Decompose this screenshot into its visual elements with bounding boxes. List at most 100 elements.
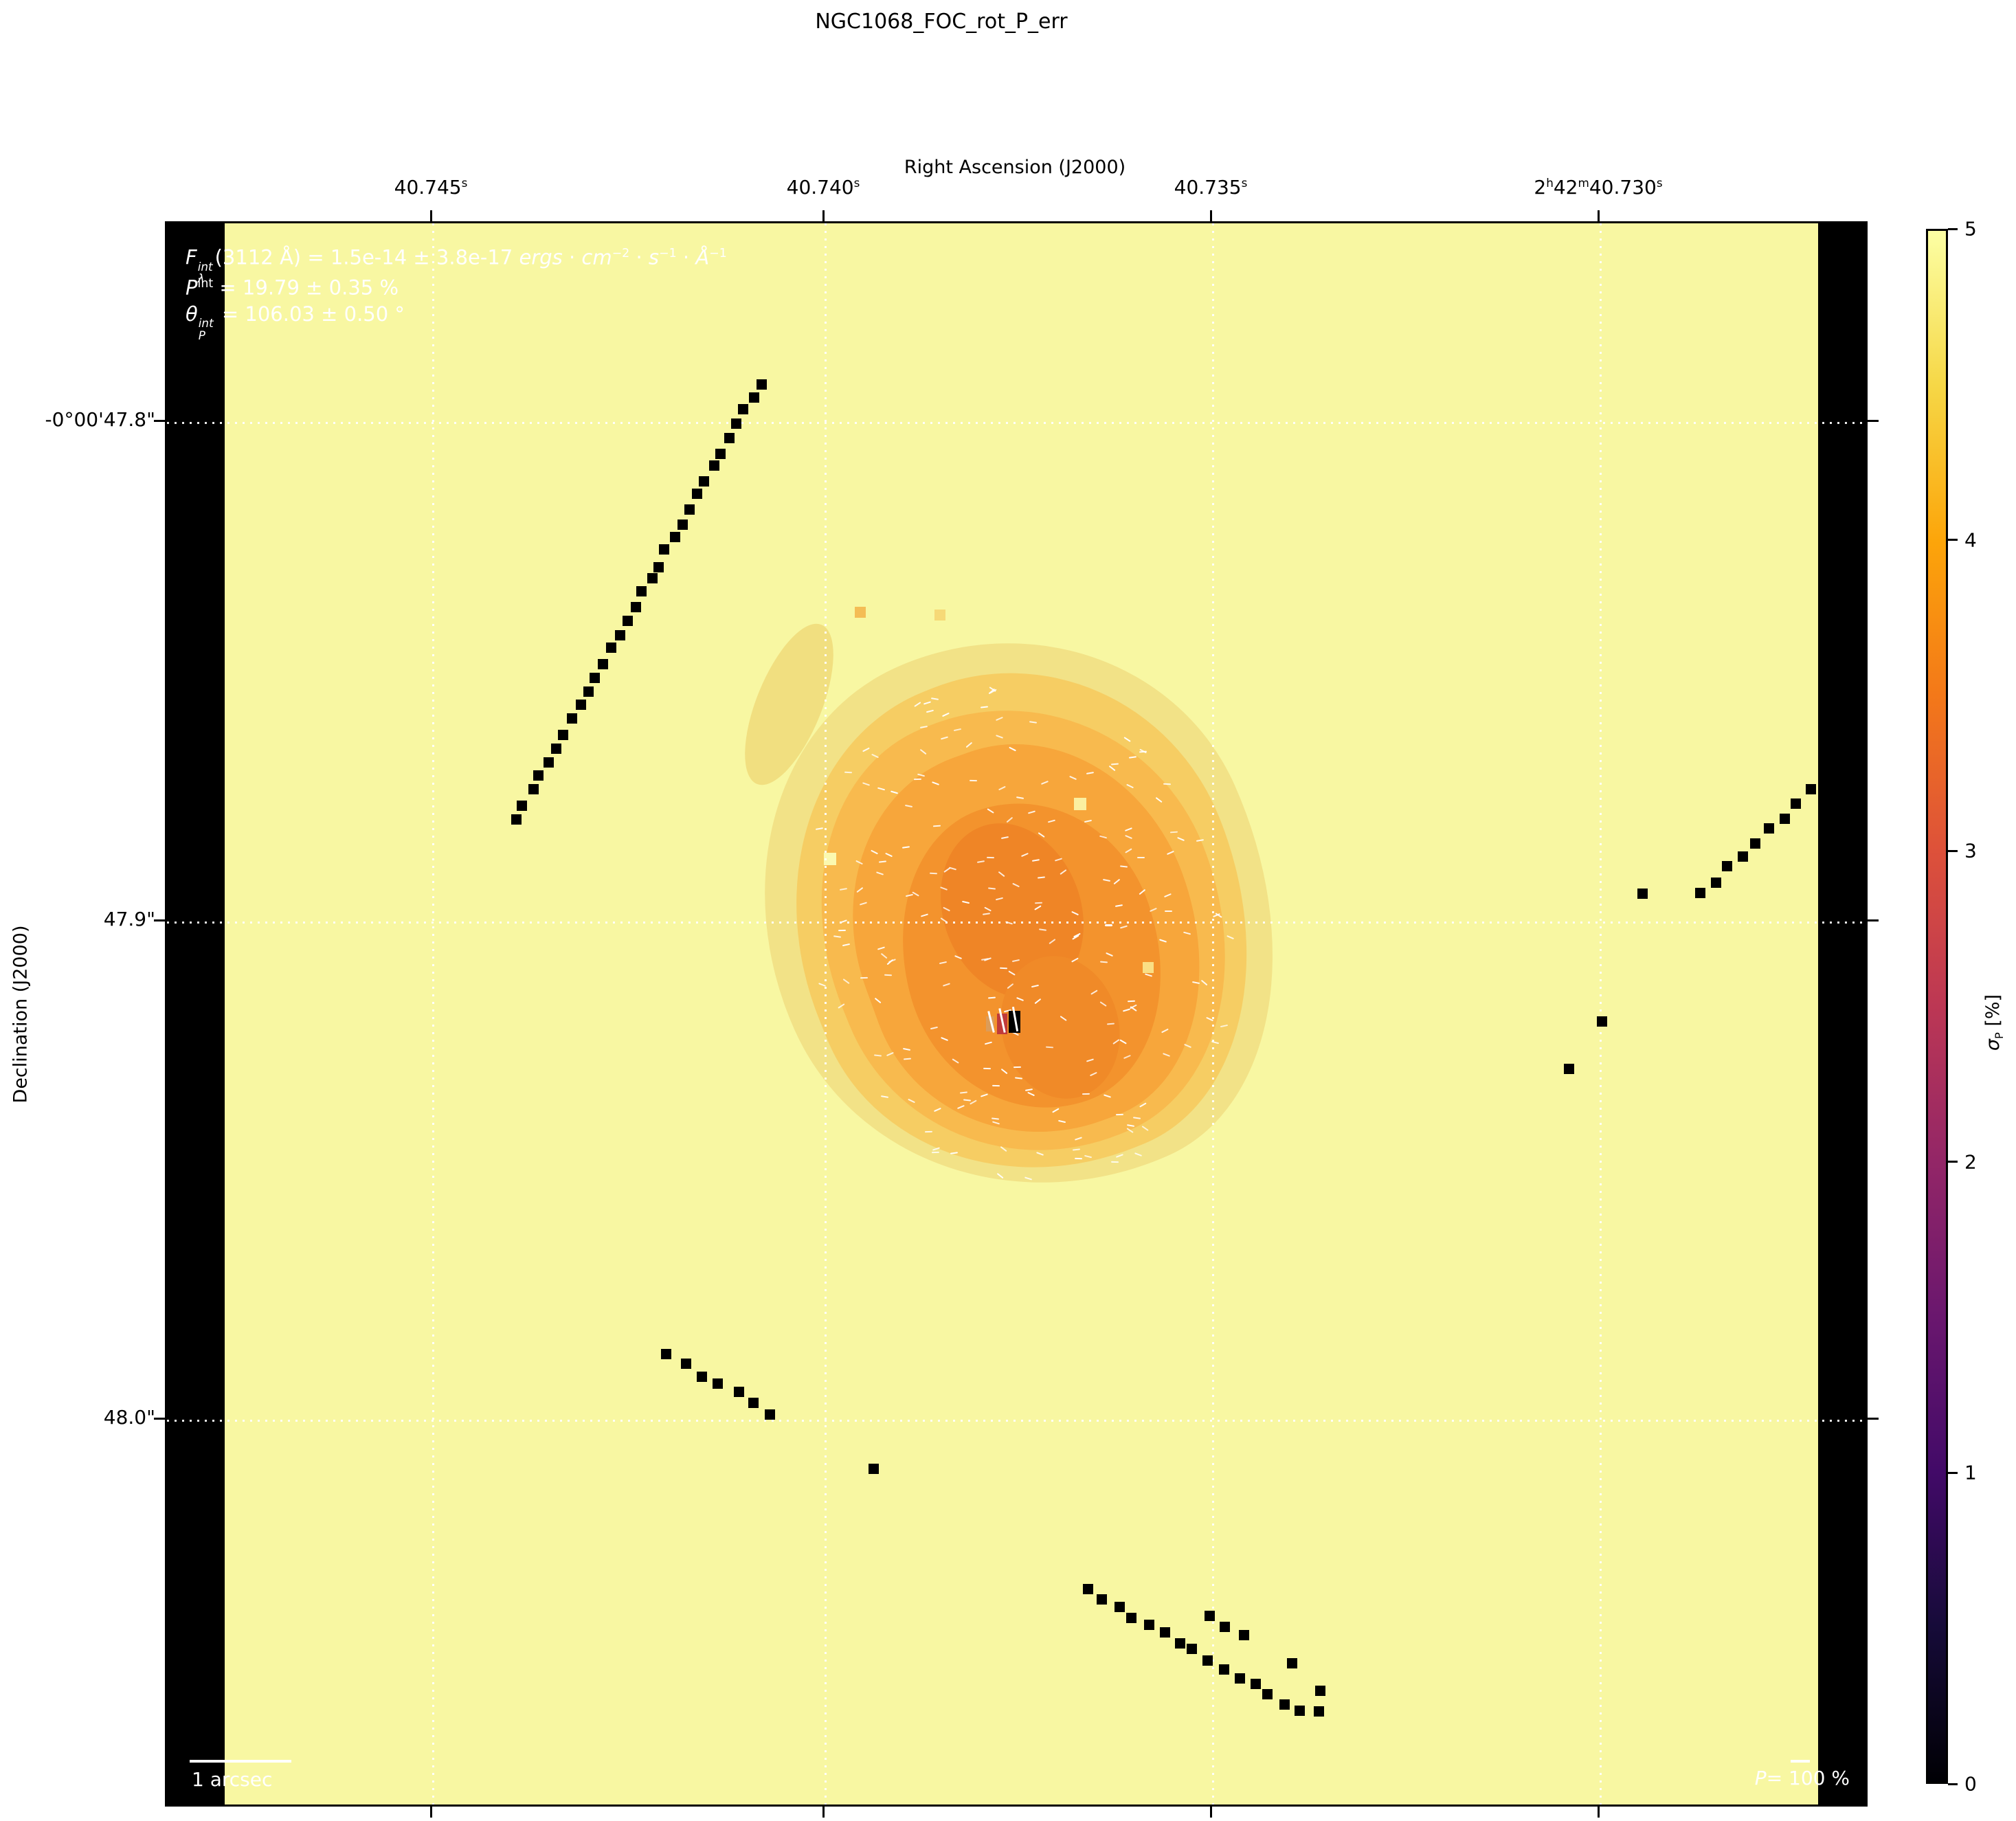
masked-right-bar: [1818, 223, 1866, 1805]
text-segment: = 19.79 ± 0.35 %: [213, 276, 399, 300]
x-tick-mark-top: [822, 210, 825, 221]
grid-line-vertical: [1212, 223, 1214, 1805]
x-tick-mark-bottom: [822, 1807, 825, 1818]
masked-pixel: [1596, 1016, 1607, 1027]
x-tick-mark-bottom: [1598, 1807, 1600, 1818]
masked-pixel: [1805, 783, 1816, 794]
masked-pixel: [1219, 1664, 1230, 1675]
masked-pixel: [1313, 1706, 1324, 1717]
masked-pixel: [543, 757, 554, 768]
masked-pixel: [533, 770, 544, 781]
masked-pixel: [724, 433, 735, 444]
colorbar-tick-label: 3: [1964, 839, 1977, 862]
stacked-script-segment: int λ: [197, 259, 213, 286]
colorbar-tick-label: 4: [1964, 528, 1977, 552]
masked-pixel: [1764, 823, 1775, 834]
masked-pixel: [1174, 1638, 1185, 1649]
text-segment: 42: [1553, 176, 1578, 199]
masked-pixel: [659, 544, 670, 555]
text-segment: 40.740: [786, 176, 854, 199]
masked-pixel: [589, 673, 600, 684]
y-tick-mark-left: [154, 919, 165, 921]
grid-line-horizontal: [167, 1420, 1866, 1422]
y-tick-label: 47.9": [103, 908, 155, 930]
colorbar-tick-label: 0: [1964, 1772, 1977, 1796]
masked-pixel: [1779, 813, 1790, 824]
stray-pixel: [855, 607, 866, 618]
x-tick-mark-top: [430, 210, 432, 221]
masked-pixel: [1637, 888, 1648, 899]
nucleus-marker: [167, 223, 1866, 1805]
polarization-vector: [1105, 924, 1113, 926]
masked-pixel: [712, 1378, 723, 1389]
polarization-annotation: Pint = 19.79 ± 0.35 %: [186, 269, 727, 299]
masked-pixel: [1097, 1594, 1108, 1605]
masked-pixel: [1749, 838, 1760, 849]
masked-pixel: [583, 686, 594, 697]
masked-pixel: [1220, 1622, 1231, 1633]
masked-pixel: [622, 615, 633, 626]
angle-annotation: θ int P = 106.03 ± 0.50 °: [186, 299, 727, 342]
subscript-segment: P: [1992, 1032, 2006, 1039]
masked-pixel: [696, 1372, 707, 1383]
x-axis-label: Right Ascension (J2000): [904, 157, 1126, 178]
masked-pixel: [1710, 877, 1721, 888]
masked-pixel: [1791, 798, 1802, 809]
superscript-segment: −2: [612, 247, 630, 260]
superscript-segment: −1: [709, 247, 727, 260]
scale-bar: [190, 1760, 291, 1763]
masked-left-bar: [167, 223, 225, 1805]
masked-pixel: [1314, 1685, 1325, 1696]
masked-pixel: [1144, 1620, 1155, 1631]
text-segment: ·: [629, 245, 649, 269]
masked-pixel: [748, 1397, 759, 1408]
masked-pixel: [677, 519, 688, 530]
masked-pixel: [653, 561, 664, 572]
masked-pixel: [647, 572, 658, 583]
masked-pixel: [1083, 1583, 1094, 1594]
masked-pixel: [1250, 1679, 1261, 1690]
superscript-segment: h: [1546, 176, 1554, 190]
stray-pixel: [1074, 798, 1086, 810]
y-tick-label: -0°00'47.8": [45, 408, 155, 431]
masked-pixel: [1204, 1611, 1215, 1622]
colorbar-tick-mark: [1948, 1471, 1958, 1474]
y-axis-label-text: Declination (J2000): [10, 925, 32, 1104]
y-tick-label: 48.0": [103, 1406, 155, 1429]
masked-pixel: [660, 1348, 671, 1359]
masked-pixel: [1694, 888, 1705, 899]
italic-segment: θ: [186, 302, 198, 326]
masked-pixel: [709, 460, 720, 471]
masked-pixel: [517, 801, 528, 812]
text-segment: = 106.03 ± 0.50 °: [215, 302, 405, 326]
x-tick-label: 40.745s: [394, 176, 468, 199]
masked-pixel: [764, 1409, 775, 1420]
stray-pixel: [934, 610, 945, 621]
x-tick-mark-bottom: [1210, 1807, 1212, 1818]
masked-pixel: [636, 586, 647, 597]
stray-pixel: [824, 853, 836, 865]
masked-pixel: [733, 1387, 744, 1398]
grid-line-horizontal: [167, 921, 1866, 924]
masked-pixel: [566, 713, 577, 724]
masked-pixel: [669, 532, 680, 543]
superscript-segment: s: [1241, 176, 1248, 190]
vector-scale-label: P= 100 %: [1755, 1767, 1850, 1789]
masked-pixel: [715, 448, 726, 459]
superscript-segment: int: [197, 277, 214, 291]
text-segment: 40.735: [1174, 176, 1242, 199]
heatmap-blob: [167, 223, 1866, 1805]
polarization-vector: [1165, 910, 1173, 913]
masked-pixel-streaks: [167, 223, 1866, 1805]
masked-pixel: [576, 700, 587, 711]
masked-pixel: [615, 630, 626, 641]
masked-pixel: [606, 643, 617, 653]
x-tick-mark-top: [1598, 210, 1600, 221]
colorbar-label: σP [%]: [1982, 994, 2006, 1051]
x-tick-label: 2h42m40.730s: [1534, 176, 1662, 199]
x-tick-mark-bottom: [430, 1807, 432, 1818]
masked-pixel: [528, 784, 539, 795]
stray-pixel: [1143, 962, 1154, 973]
colorbar-tick-label: 1: [1964, 1461, 1977, 1484]
